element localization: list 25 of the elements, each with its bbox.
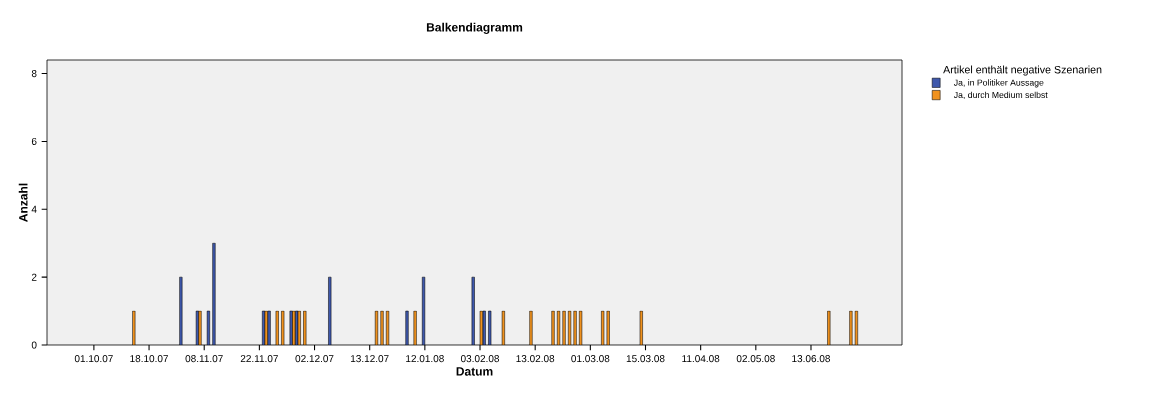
legend-title: Artikel enthält negative Szenarien (943, 65, 1102, 76)
x-tick-label: 12.01.08 (406, 355, 444, 363)
y-tick-label: 4 (31, 205, 37, 213)
y-axis-title: Anzahl (18, 183, 28, 222)
legend-label: Ja, durch Medium selbst (953, 91, 1048, 100)
x-tick-label: 13.12.07 (350, 355, 389, 363)
x-tick-label: 01.03.08 (571, 355, 610, 363)
y-tick-label: 8 (31, 70, 37, 78)
x-axis-title: Datum (456, 367, 493, 376)
x-tick-label: 11.04.08 (682, 355, 720, 363)
x-tick-label: 08.11.07 (185, 355, 223, 363)
x-tick-label: 02.05.08 (736, 355, 775, 363)
y-tick-label: 6 (31, 137, 37, 145)
x-tick-label: 02.12.07 (295, 355, 334, 363)
x-tick-label: 13.02.08 (516, 355, 555, 363)
y-tick-label: 2 (31, 273, 37, 281)
x-tick-label: 15.03.08 (626, 355, 665, 363)
x-tick-label: 13.06.08 (792, 355, 831, 363)
x-tick-label: 01.10.07 (74, 355, 113, 363)
x-tick-label: 18.10.07 (130, 355, 169, 363)
x-tick-label: 03.02.08 (460, 355, 500, 363)
x-tick-label: 22.11.07 (240, 355, 278, 363)
y-tick-label: 0 (31, 341, 37, 349)
chart-title: Balkendiagramm (426, 22, 523, 34)
legend-label: Ja, in Politiker Aussage (953, 79, 1044, 88)
